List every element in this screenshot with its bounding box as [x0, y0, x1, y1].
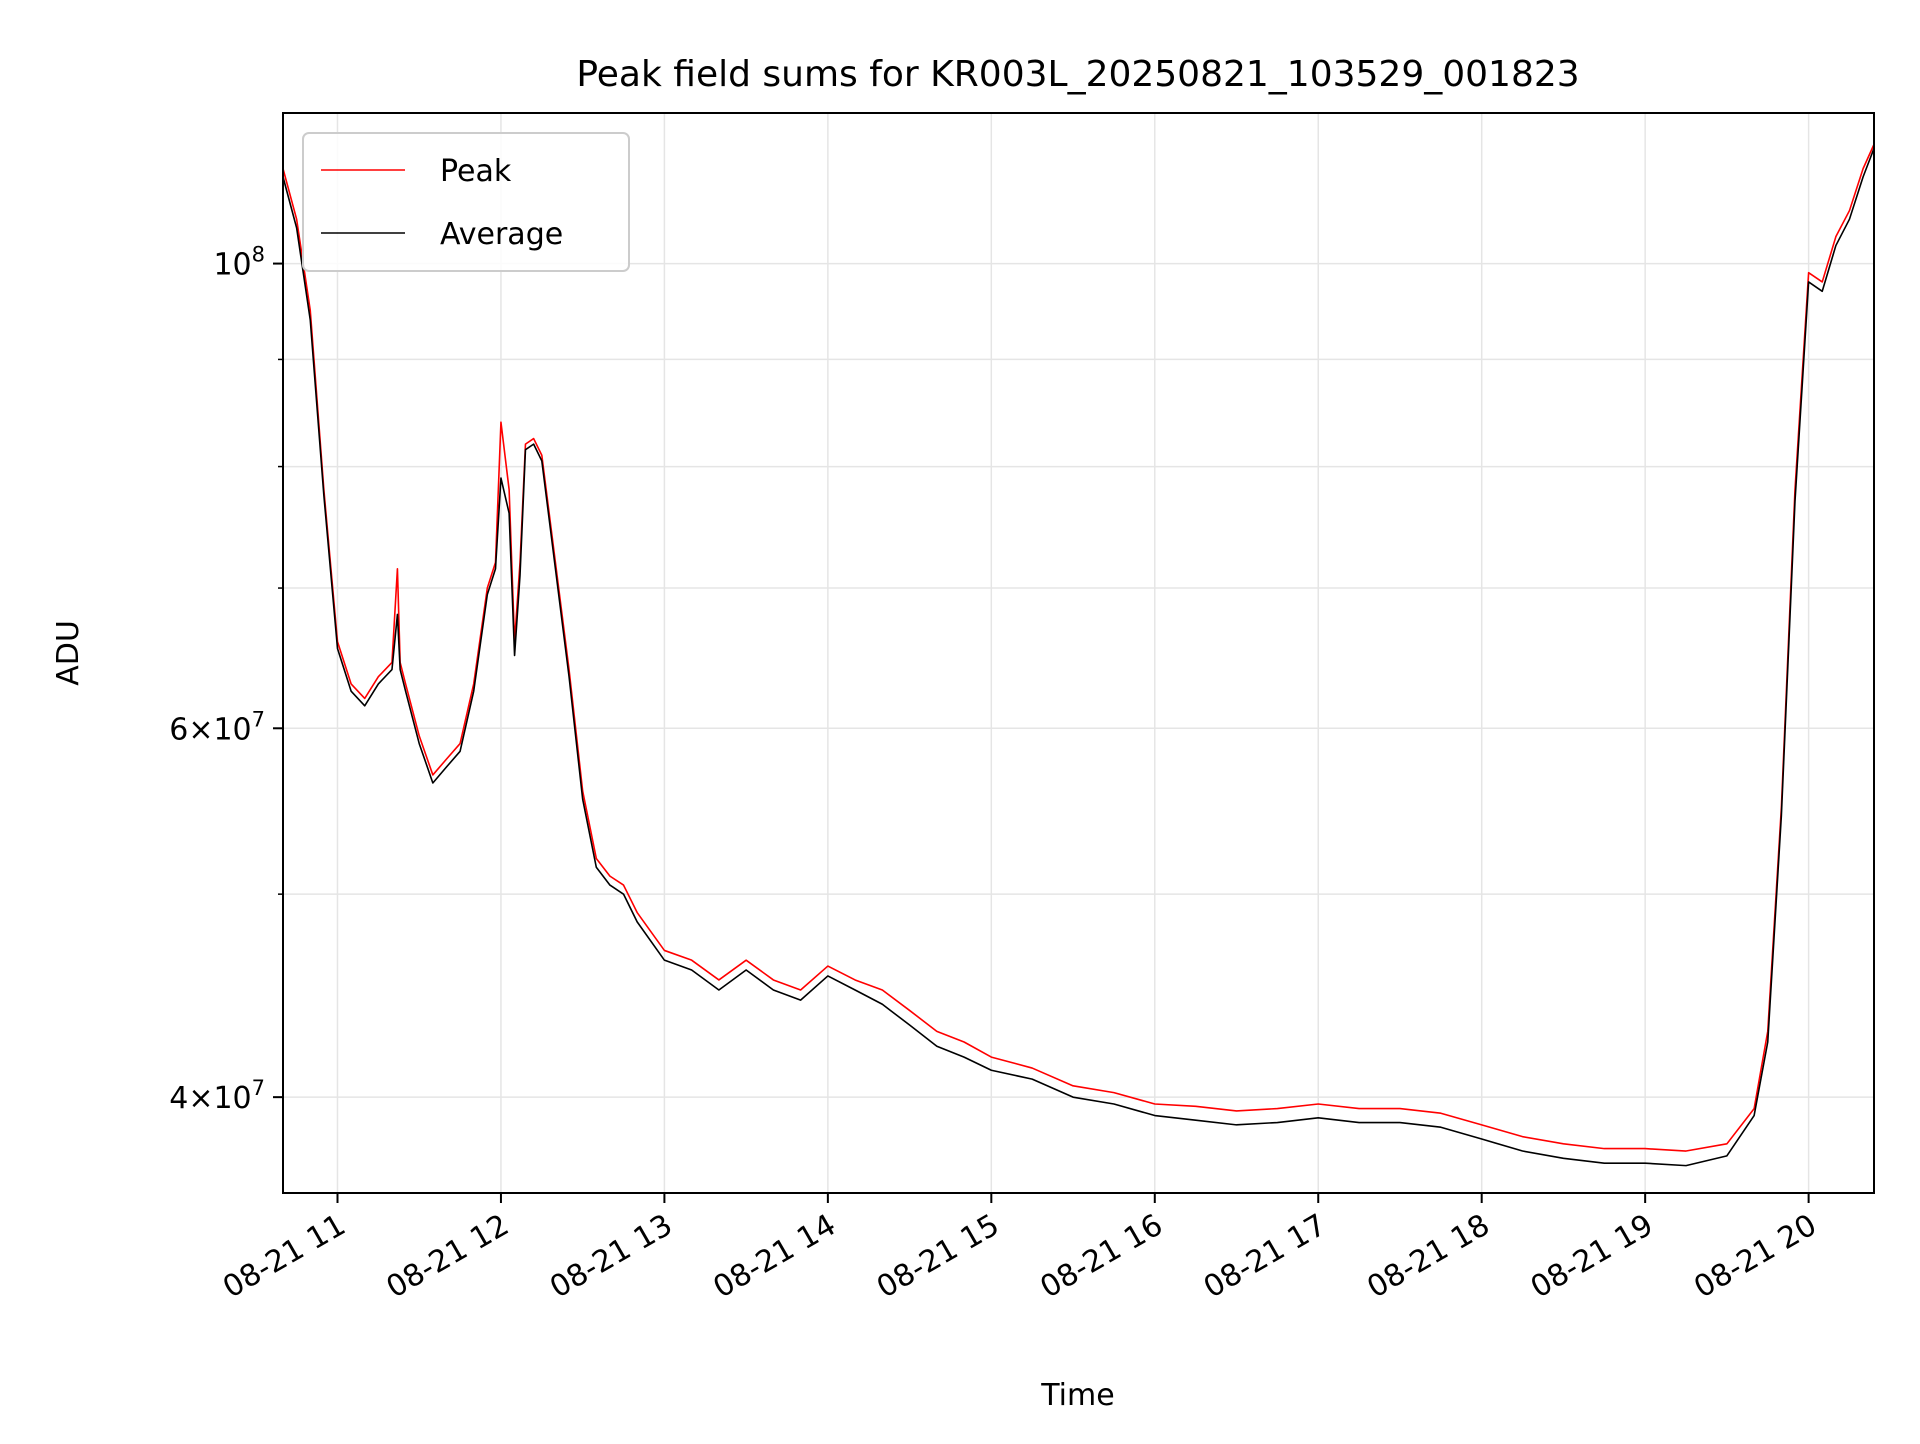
- legend-label-average: Average: [440, 217, 563, 252]
- series-line-peak: [283, 144, 1874, 1152]
- y-tick-label: 4×107: [169, 1076, 265, 1116]
- chart-title: Peak field sums for KR003L_20250821_1035…: [576, 54, 1579, 95]
- y-axis-label: ADU: [51, 620, 86, 686]
- legend: Peak Average: [302, 132, 630, 272]
- plot-area: [283, 144, 1874, 1167]
- y-tick-label: 108: [213, 243, 265, 283]
- y-axis-ticks: 4×107 6×107 108: [169, 243, 283, 1116]
- x-axis-label: Time: [1040, 1378, 1114, 1413]
- axes-frame: [282, 112, 1875, 1194]
- legend-box: [302, 132, 630, 272]
- grid-lines: [283, 113, 1874, 1193]
- legend-label-peak: Peak: [440, 154, 512, 189]
- y-tick-label: 6×107: [169, 707, 265, 747]
- series-line-average: [283, 148, 1874, 1167]
